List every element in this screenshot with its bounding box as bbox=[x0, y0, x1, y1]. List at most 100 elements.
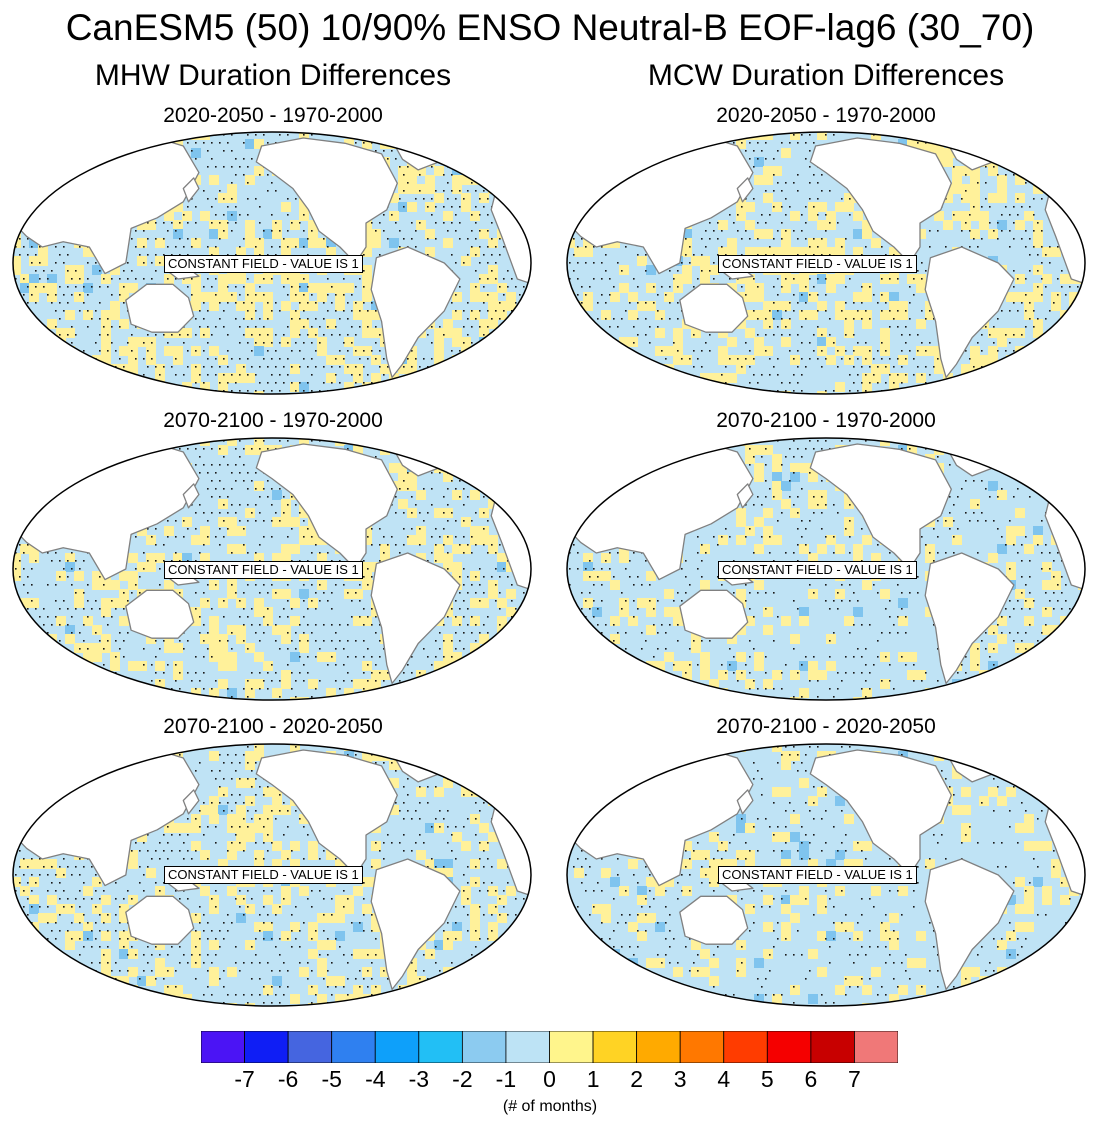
anomaly-cell bbox=[808, 472, 818, 482]
anomaly-cell bbox=[574, 976, 584, 986]
anomaly-cell bbox=[1060, 634, 1070, 644]
anomaly-cell bbox=[263, 895, 273, 905]
anomaly-cell bbox=[1078, 814, 1085, 824]
anomaly-cell bbox=[20, 886, 30, 896]
anomaly-cell bbox=[13, 949, 21, 959]
map-panel bbox=[11, 130, 533, 396]
anomaly-cell bbox=[479, 526, 489, 536]
anomaly-cell bbox=[772, 994, 782, 1004]
anomaly-cell bbox=[92, 391, 102, 394]
anomaly-cell bbox=[691, 139, 701, 149]
anomaly-cell bbox=[934, 211, 944, 221]
anomaly-cell bbox=[979, 355, 989, 365]
anomaly-cell bbox=[1033, 697, 1043, 700]
anomaly-cell bbox=[754, 337, 764, 347]
anomaly-cell bbox=[209, 805, 219, 815]
anomaly-cell bbox=[407, 688, 417, 698]
anomaly-cell bbox=[209, 895, 219, 905]
anomaly-cell bbox=[479, 841, 489, 851]
anomaly-cell bbox=[335, 283, 345, 293]
anomaly-cell bbox=[772, 472, 782, 482]
anomaly-cell bbox=[736, 139, 746, 149]
anomaly-cell bbox=[308, 229, 318, 239]
anomaly-cell bbox=[119, 364, 129, 374]
anomaly-cell bbox=[700, 580, 710, 590]
anomaly-cell bbox=[173, 823, 183, 833]
colorbar-swatch bbox=[374, 1031, 420, 1063]
anomaly-cell bbox=[29, 544, 39, 554]
anomaly-cell bbox=[592, 1003, 602, 1006]
anomaly-cell bbox=[29, 238, 39, 248]
anomaly-cell bbox=[574, 438, 584, 446]
anomaly-cell bbox=[574, 193, 584, 203]
anomaly-cell bbox=[281, 544, 291, 554]
anomaly-cell bbox=[799, 274, 809, 284]
anomaly-cell bbox=[65, 562, 75, 572]
anomaly-cell bbox=[646, 598, 656, 608]
anomaly-cell bbox=[272, 229, 282, 239]
anomaly-cell bbox=[47, 274, 57, 284]
anomaly-cell bbox=[164, 643, 174, 653]
anomaly-cell bbox=[209, 688, 219, 698]
anomaly-cell bbox=[353, 616, 363, 626]
anomaly-cell bbox=[506, 994, 516, 1004]
anomaly-cell bbox=[317, 346, 327, 356]
anomaly-cell bbox=[655, 445, 665, 455]
anomaly-cell bbox=[110, 661, 120, 671]
anomaly-cell bbox=[916, 139, 926, 149]
anomaly-cell bbox=[592, 132, 602, 140]
anomaly-cell bbox=[245, 139, 255, 149]
anomaly-cell bbox=[236, 364, 246, 374]
anomaly-cell bbox=[655, 679, 665, 689]
anomaly-cell bbox=[567, 220, 575, 230]
anomaly-cell bbox=[745, 904, 755, 914]
anomaly-cell bbox=[506, 346, 516, 356]
anomaly-cell bbox=[47, 913, 57, 923]
anomaly-cell bbox=[1078, 490, 1085, 500]
anomaly-cell bbox=[452, 616, 462, 626]
anomaly-cell bbox=[245, 796, 255, 806]
anomaly-cell bbox=[1078, 193, 1085, 203]
anomaly-cell bbox=[38, 247, 48, 257]
anomaly-cell bbox=[326, 238, 336, 248]
anomaly-cell bbox=[736, 211, 746, 221]
anomaly-cell bbox=[245, 229, 255, 239]
anomaly-cell bbox=[979, 139, 989, 149]
anomaly-cell bbox=[1060, 805, 1070, 815]
anomaly-cell bbox=[461, 337, 471, 347]
anomaly-cell bbox=[754, 247, 764, 257]
anomaly-cell bbox=[443, 643, 453, 653]
anomaly-cell bbox=[74, 769, 84, 779]
anomaly-cell bbox=[515, 814, 525, 824]
anomaly-cell bbox=[997, 220, 1007, 230]
anomaly-cell bbox=[862, 319, 872, 329]
anomaly-cell bbox=[772, 787, 782, 797]
anomaly-cell bbox=[155, 940, 165, 950]
anomaly-cell bbox=[1015, 508, 1025, 518]
anomaly-cell bbox=[416, 132, 426, 140]
anomaly-cell bbox=[952, 132, 962, 140]
anomaly-cell bbox=[781, 751, 791, 761]
anomaly-cell bbox=[272, 490, 282, 500]
anomaly-cell bbox=[263, 616, 273, 626]
colorbar-tick-label: 6 bbox=[804, 1066, 818, 1092]
anomaly-cell bbox=[1033, 148, 1043, 158]
anomaly-cell bbox=[362, 319, 372, 329]
anomaly-cell bbox=[610, 787, 620, 797]
anomaly-cell bbox=[47, 895, 57, 905]
anomaly-cell bbox=[236, 274, 246, 284]
anomaly-cell bbox=[592, 679, 602, 689]
anomaly-cell bbox=[853, 607, 863, 617]
map-frame bbox=[12, 743, 532, 1007]
anomaly-cell bbox=[1051, 346, 1061, 356]
anomaly-cell bbox=[988, 355, 998, 365]
anomaly-cell bbox=[164, 580, 174, 590]
anomaly-cell bbox=[218, 355, 228, 365]
anomaly-cell bbox=[13, 256, 21, 266]
anomaly-cell bbox=[628, 292, 638, 302]
anomaly-cell bbox=[20, 744, 30, 752]
anomaly-cell bbox=[497, 355, 507, 365]
anomaly-cell bbox=[844, 319, 854, 329]
anomaly-cell bbox=[583, 769, 593, 779]
anomaly-cell bbox=[362, 328, 372, 338]
